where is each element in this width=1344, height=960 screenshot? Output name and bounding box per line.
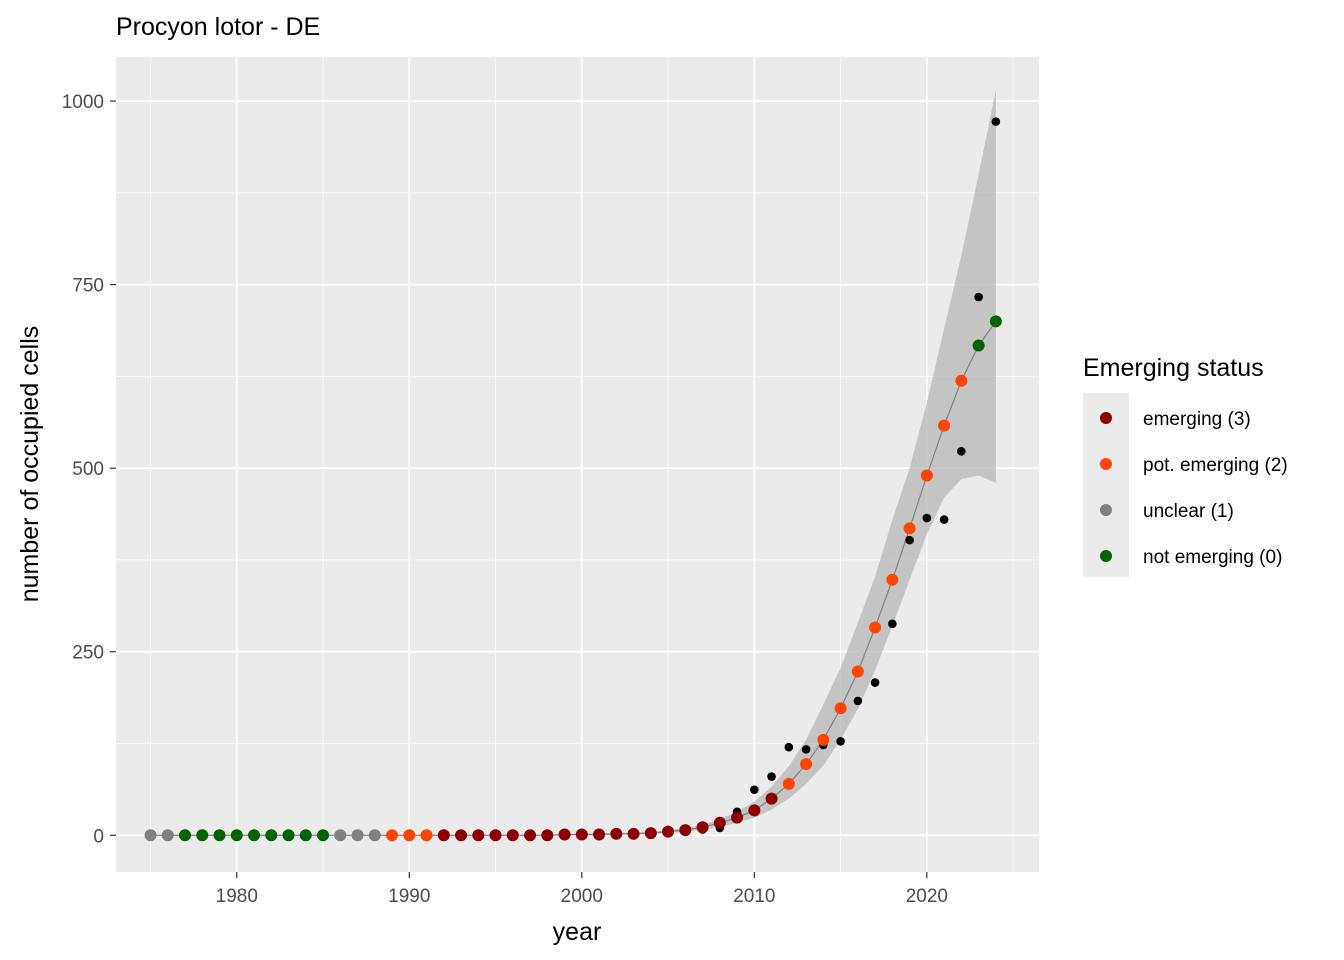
fitted-point	[886, 573, 899, 586]
fitted-point	[800, 758, 813, 771]
observed-point	[801, 745, 811, 754]
fitted-point	[455, 829, 468, 842]
fitted-point	[869, 621, 882, 634]
grid-minor	[116, 57, 1039, 872]
chart-title: Procyon lotor - DE	[116, 13, 320, 41]
fitted-point	[696, 821, 709, 834]
fitted-point	[299, 829, 312, 842]
fitted-point	[644, 827, 657, 840]
x-tick-label: 2020	[906, 886, 948, 907]
y-tick-label: 0	[93, 826, 104, 847]
legend: Emerging status emerging (3) pot. emergin…	[1083, 354, 1288, 577]
fitted-point	[731, 811, 744, 824]
grid-major	[116, 57, 1039, 872]
observed-point	[853, 696, 863, 706]
fitted-point	[989, 315, 1002, 328]
fitted-point	[834, 702, 847, 715]
fitted-point	[144, 829, 157, 842]
fitted-point	[386, 829, 399, 842]
fitted-point	[161, 829, 174, 842]
plot-panel	[116, 57, 1039, 872]
x-tick-label: 1980	[216, 886, 258, 907]
fitted-point	[662, 825, 675, 838]
observed-point	[974, 292, 983, 302]
legend-label: unclear (1)	[1143, 501, 1234, 522]
y-axis: 0 250 500 750 1000	[62, 92, 116, 847]
fitted-point	[593, 828, 606, 841]
fitted-point	[213, 829, 226, 842]
x-tick-label: 2000	[561, 886, 603, 907]
fitted-point	[248, 829, 261, 842]
fitted-point	[524, 829, 537, 842]
fitted-point	[472, 829, 485, 842]
fitted-point	[972, 339, 985, 352]
fitted-point	[179, 829, 192, 842]
observed-point	[750, 785, 759, 795]
fitted-point	[782, 777, 795, 790]
observed-point	[888, 619, 897, 629]
fitted-point	[506, 829, 519, 842]
legend-key	[1100, 412, 1112, 424]
fitted-points	[144, 315, 1002, 842]
observed-point	[836, 737, 845, 746]
fitted-point	[748, 804, 761, 817]
fitted-point	[955, 374, 968, 387]
legend-label: pot. emerging (2)	[1143, 455, 1288, 476]
x-tick-label: 2010	[733, 886, 775, 907]
fitted-point	[282, 829, 295, 842]
fitted-point	[265, 829, 278, 842]
fitted-point	[817, 733, 830, 746]
observed-point	[922, 513, 932, 523]
fitted-point	[610, 827, 623, 840]
fitted-point	[851, 665, 864, 678]
fitted-point	[403, 829, 416, 842]
legend-key	[1100, 550, 1112, 562]
fitted-point	[920, 469, 933, 482]
legend-key	[1100, 458, 1112, 470]
y-tick-label: 500	[72, 459, 104, 480]
fitted-point	[627, 827, 640, 840]
y-tick-label: 750	[72, 276, 104, 297]
fitted-point	[317, 829, 330, 842]
fitted-point	[541, 829, 554, 842]
legend-label: not emerging (0)	[1143, 547, 1282, 568]
fitted-point	[558, 828, 571, 841]
y-tick-label: 250	[72, 643, 104, 664]
x-tick-label: 1990	[388, 886, 430, 907]
fitted-point	[938, 419, 951, 432]
fitted-point	[334, 829, 347, 842]
fitted-point	[368, 829, 381, 842]
observed-point	[939, 515, 949, 524]
fitted-point	[575, 828, 588, 841]
observed-point	[957, 446, 966, 456]
fitted-point	[679, 824, 692, 837]
observed-point	[905, 535, 914, 545]
y-axis-title: number of occupied cells	[16, 326, 44, 603]
x-axis-title: year	[553, 918, 602, 946]
x-axis: 1980 1990 2000 2010 2020	[216, 872, 948, 907]
fitted-point	[713, 816, 726, 829]
fitted-point	[196, 829, 209, 842]
observed-point	[767, 772, 776, 781]
observed-point	[870, 678, 880, 687]
fitted-point	[489, 829, 502, 842]
legend-title: Emerging status	[1083, 354, 1264, 382]
fitted-point	[420, 829, 433, 842]
legend-key	[1100, 504, 1112, 516]
legend-label: emerging (3)	[1143, 409, 1251, 430]
legend-entries: emerging (3) pot. emerging (2) unclear (1)…	[1100, 409, 1288, 568]
observed-point	[784, 742, 794, 752]
observed-point	[991, 117, 1001, 126]
fitted-point	[765, 792, 778, 805]
fitted-point	[903, 522, 916, 535]
fitted-point	[351, 829, 364, 842]
fitted-point	[230, 829, 243, 842]
y-tick-label: 1000	[62, 92, 104, 113]
fitted-point	[437, 829, 450, 842]
